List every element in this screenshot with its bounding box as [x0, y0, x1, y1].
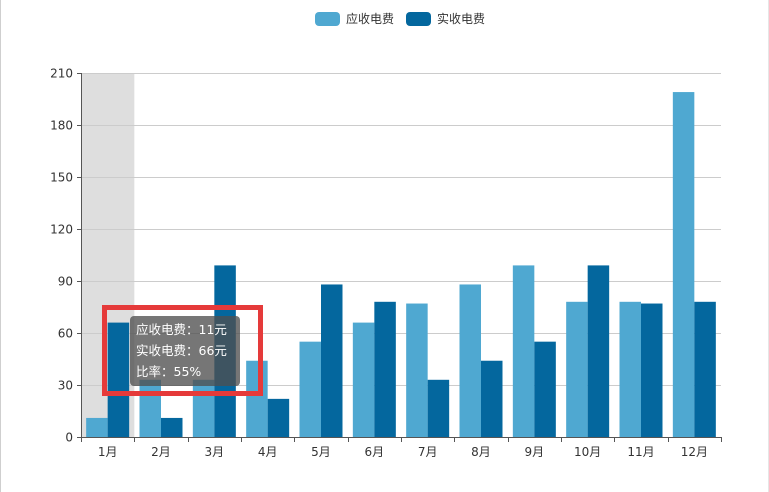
bar-receivable — [406, 303, 428, 437]
bar-receivable — [192, 379, 215, 437]
legend-label-receivable: 应收电费 — [346, 12, 395, 26]
bar-received — [534, 341, 556, 437]
bar-received — [641, 303, 663, 437]
legend-item-received[interactable]: 实收电费 — [406, 10, 485, 27]
y-tick-label: 30 — [58, 379, 73, 393]
x-tick-label: 8月 — [471, 445, 491, 459]
x-tick-label: 5月 — [311, 445, 331, 459]
bar-received — [214, 265, 236, 437]
y-tick-label: 120 — [50, 223, 73, 237]
bar-received — [587, 265, 610, 437]
bar-receivable — [246, 360, 268, 437]
frame-left-line — [0, 0, 1, 492]
bar-receivable — [352, 322, 375, 437]
y-tick-label: 210 — [50, 67, 73, 81]
bar-received — [694, 301, 716, 437]
x-tick-label: 4月 — [258, 445, 278, 459]
x-tick-label: 11月 — [627, 445, 654, 459]
bar-receivable — [86, 417, 108, 437]
x-tick-label: 7月 — [418, 445, 438, 459]
bar-receivable — [672, 92, 695, 438]
bar-received — [374, 301, 396, 437]
bar-received — [267, 398, 290, 437]
x-tick-label: 10月 — [574, 445, 601, 459]
bar-received — [427, 379, 450, 437]
legend-swatch-received — [406, 11, 432, 26]
bar-receivable — [619, 301, 641, 437]
bar-receivable — [139, 379, 161, 437]
x-tick-label: 12月 — [681, 445, 708, 459]
x-tick-label: 1月 — [98, 445, 118, 459]
bar-received — [161, 417, 183, 437]
bar-received — [321, 284, 343, 437]
x-tick-label: 9月 — [525, 445, 545, 459]
bar-received — [481, 360, 503, 437]
y-tick-label: 0 — [65, 431, 73, 445]
y-tick-label: 180 — [50, 119, 73, 133]
x-tick-label: 2月 — [151, 445, 171, 459]
y-tick-label: 60 — [58, 327, 73, 341]
bar-receivable — [459, 284, 481, 437]
legend-item-receivable[interactable]: 应收电费 — [315, 10, 394, 27]
legend-label-received: 实收电费 — [437, 12, 486, 26]
legend: 应收电费 实收电费 — [315, 10, 485, 27]
bar-receivable — [512, 265, 535, 437]
x-tick-label: 3月 — [205, 445, 225, 459]
bar-received — [107, 322, 130, 437]
y-tick-label: 90 — [58, 275, 73, 289]
bar-receivable — [566, 301, 588, 437]
x-tick-label: 6月 — [365, 445, 385, 459]
y-tick-label: 150 — [50, 171, 73, 185]
legend-swatch-receivable — [315, 11, 340, 26]
bar-receivable — [299, 341, 321, 437]
